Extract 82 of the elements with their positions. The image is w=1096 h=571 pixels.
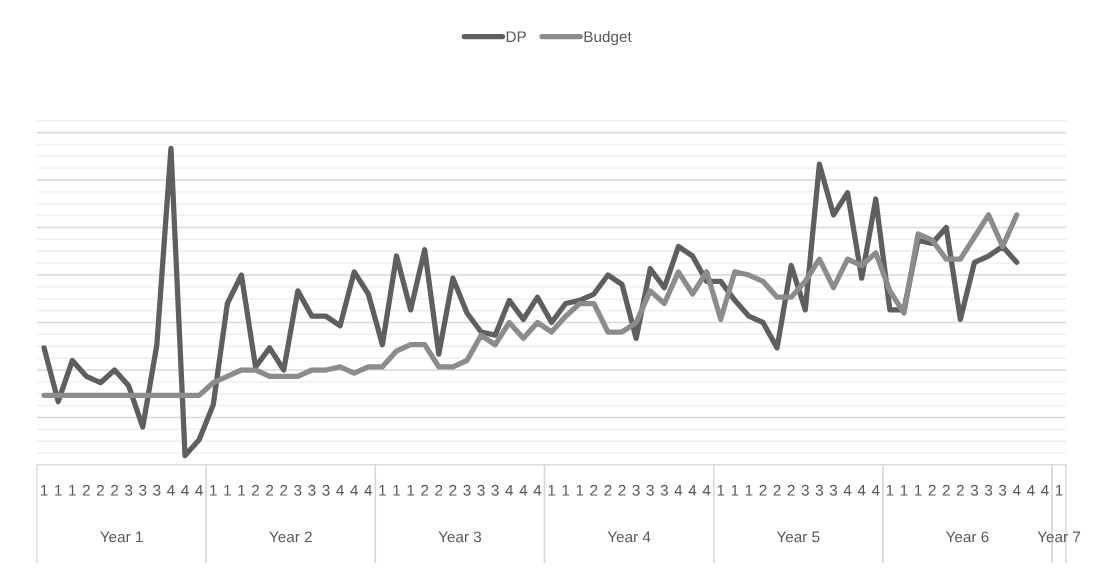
x-tick-label: 3 [153,484,161,496]
x-tick-label: 3 [463,484,471,496]
x-tick-label: 1 [393,485,401,496]
x-tick-label: 2 [604,484,612,496]
x-tick-label: 4 [702,485,711,496]
x-tick-label: 3 [322,484,330,496]
x-tick-label: 3 [308,484,316,496]
x-tick-label: 3 [998,484,1007,496]
x-tick-label: 4 [843,485,852,496]
x-tick-label: 2 [773,484,781,496]
x-tick-label: 2 [449,484,457,496]
x-tick-label: 2 [97,484,104,496]
x-tick-label: 1 [562,485,570,496]
x-tick-label: 2 [956,484,964,496]
x-tick-label: 4 [533,485,542,496]
x-tick-label: 1 [745,485,753,496]
x-tick-label: 4 [871,485,880,496]
x-tick-label: 4 [167,485,175,496]
x-tick-label: 1 [914,485,922,496]
x-tick-label: 2 [111,484,119,496]
x-tick-label: 2 [759,484,767,496]
text: Year 3 [438,531,482,543]
x-tick-label: 3 [970,484,979,496]
x-tick-label: 4 [857,485,866,496]
x-tick-label: 4 [1026,485,1035,496]
x-tick-label: 1 [407,485,415,496]
x-tick-label: 4 [350,485,359,496]
x-tick-label: 4 [1012,485,1021,496]
x-tick-label: 4 [1041,485,1049,496]
x-tick-label: 3 [801,484,809,496]
x-tick-label: 4 [364,485,373,496]
x-tick-label: 2 [266,484,274,496]
x-tick-label: 3 [660,484,668,496]
x-tick-label: 3 [829,484,838,496]
x-tick-label: 4 [505,485,514,496]
x-tick-label: 1 [69,485,76,496]
x-tick-label: 2 [280,484,288,496]
text: Year 1 [100,531,143,543]
x-tick-label: 3 [984,484,993,496]
x-tick-label: 2 [787,484,795,496]
legend-label: DP [506,31,526,42]
text: Year 4 [607,531,651,543]
x-tick-label: 1 [210,485,217,496]
x-tick-label: 2 [421,484,429,496]
x-tick-label: 1 [717,485,725,496]
x-tick-label: 4 [674,485,683,496]
x-tick-label: 3 [294,484,302,496]
x-tick-label: 1 [548,485,556,496]
x-tick-label: 2 [590,484,598,496]
text: Year 5 [776,531,820,543]
x-tick-label: 1 [1055,485,1063,496]
x-tick-label: 1 [379,485,386,496]
x-tick-label: 4 [336,485,344,496]
x-tick-label: 3 [139,484,147,496]
x-tick-label: 1 [55,485,62,496]
x-tick-label: 1 [731,485,739,496]
x-tick-label: 4 [688,485,697,496]
x-tick-label: 1 [886,485,894,496]
x-tick-label: 3 [646,484,654,496]
x-tick-label: 2 [618,484,626,496]
x-tick-label: 3 [632,484,640,496]
x-tick-label: 3 [477,484,485,496]
x-tick-label: 2 [942,484,950,496]
x-tick-label: 3 [491,484,499,496]
x-tick-label: 1 [900,485,908,496]
x-tick-label: 3 [125,484,133,496]
legend-label: Budget [584,30,632,46]
x-tick-label: 2 [435,484,443,496]
x-tick-label: 4 [181,485,189,496]
x-tick-label: 3 [815,484,823,496]
x-tick-label: 1 [41,485,48,496]
x-tick-label: 2 [252,484,260,496]
x-tick-label: 1 [224,485,231,496]
text: Year 6 [945,531,989,543]
x-tick-label: 1 [576,485,584,496]
text: Year 7 [1037,531,1081,543]
x-tick-label: 4 [519,485,528,496]
x-tick-label: 2 [82,484,90,496]
text: Year 2 [269,531,312,543]
x-tick-label: 1 [238,485,245,496]
x-tick-label: 2 [928,484,936,496]
x-tick-label: 4 [195,485,203,496]
